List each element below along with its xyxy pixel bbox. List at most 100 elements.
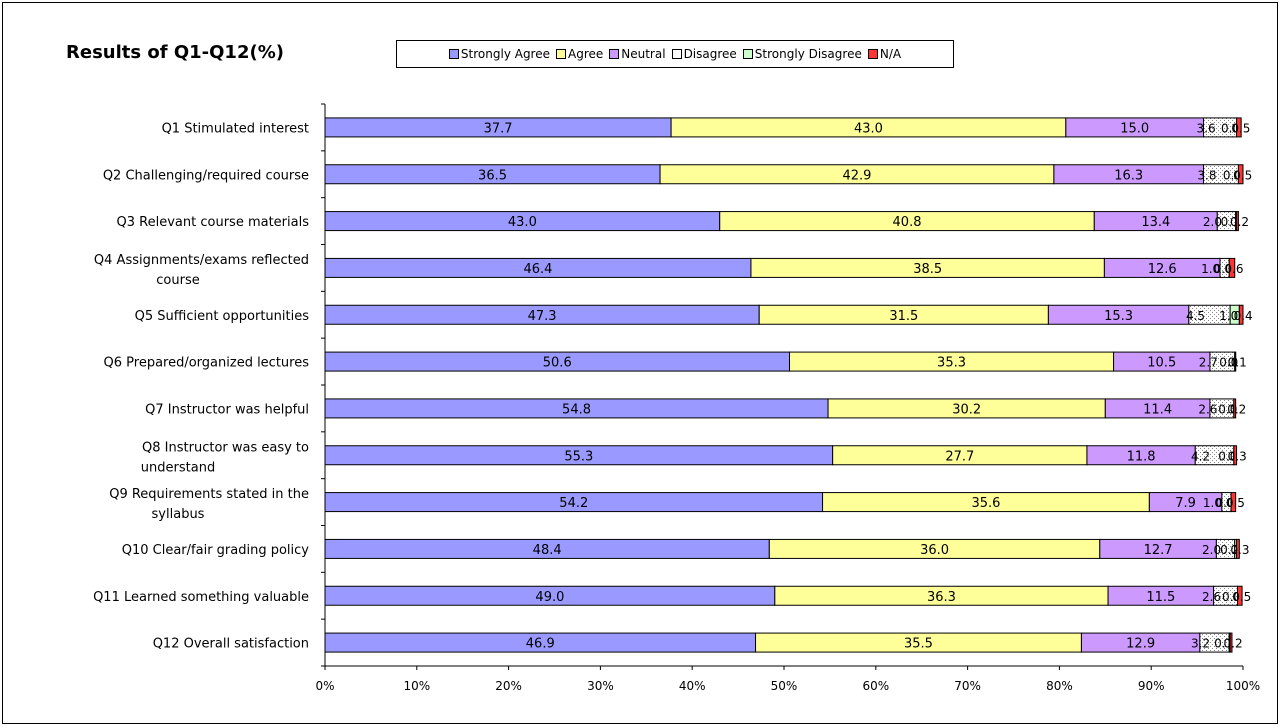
data-label-q8-agree: 27.7	[945, 449, 974, 464]
legend-label: Strongly Disagree	[754, 47, 862, 61]
data-label-q7-agree: 30.2	[952, 402, 981, 417]
data-label-q10-disagree: 2.0	[1202, 543, 1221, 557]
data-label-q11-strongly-agree: 49.0	[535, 590, 564, 605]
legend-swatch	[671, 49, 682, 59]
data-label-q10-agree: 36.0	[920, 543, 949, 558]
data-label-q12-strongly-agree: 46.9	[526, 637, 555, 652]
legend-item-agree: Agree	[556, 47, 603, 61]
data-label-q12-strongly-disagree: 0.1	[1214, 637, 1233, 651]
legend-label: Strongly Agree	[460, 47, 550, 61]
bar-q1-n-a	[1236, 117, 1242, 138]
x-tick-label: 20%	[495, 679, 522, 693]
data-label-q8-disagree: 4.2	[1191, 449, 1210, 463]
x-tick-label: 30%	[587, 679, 614, 693]
data-label-q6-strongly-agree: 50.6	[543, 356, 572, 371]
data-label-q6-agree: 35.3	[937, 356, 966, 371]
data-label-q4-disagree: 1.0	[1201, 262, 1220, 276]
data-label-q6-strongly-disagree: 0.0	[1219, 356, 1238, 370]
category-label-q12: Q12 Overall satisfaction	[153, 637, 309, 652]
category-label-q5: Q5 Sufficient opportunities	[135, 309, 310, 324]
data-label-q3-neutral: 13.4	[1141, 215, 1170, 230]
data-label-q1-n-a: 0.5	[1231, 121, 1250, 135]
legend-swatch	[867, 49, 878, 59]
data-label-q12-agree: 35.5	[904, 637, 933, 652]
data-label-q7-disagree: 2.6	[1198, 402, 1217, 416]
data-label-q3-disagree: 2.0	[1203, 215, 1222, 229]
category-label-q8: Q8 Instructor was easy to understand	[141, 440, 309, 475]
bar-q9-n-a	[1230, 492, 1237, 513]
data-label-q12-n-a: 0.2	[1224, 637, 1243, 651]
bar-q6-n-a	[1234, 351, 1237, 372]
bar-q10-n-a	[1236, 538, 1240, 559]
data-label-q7-n-a: 0.2	[1227, 402, 1246, 416]
data-label-q1-agree: 43.0	[854, 121, 883, 136]
data-label-q2-strongly-disagree: 0.0	[1223, 168, 1242, 182]
data-label-q6-n-a: 0.1	[1228, 356, 1247, 370]
data-label-q5-disagree: 4.5	[1186, 309, 1205, 323]
data-label-q4-strongly-agree: 46.4	[523, 262, 552, 277]
data-label-q11-strongly-disagree: 0.0	[1222, 590, 1241, 604]
data-label-q3-n-a: 0.2	[1230, 215, 1249, 229]
data-label-q10-neutral: 12.7	[1144, 543, 1173, 558]
data-label-q1-disagree: 3.6	[1197, 121, 1216, 135]
category-label-q6: Q6 Prepared/organized lectures	[104, 356, 310, 371]
category-label-q10: Q10 Clear/fair grading policy	[122, 543, 310, 558]
data-label-q9-neutral: 7.9	[1175, 496, 1196, 511]
data-label-q7-strongly-disagree: 0.0	[1218, 402, 1237, 416]
data-label-q12-neutral: 12.9	[1126, 637, 1155, 652]
data-label-q5-n-a: 0.4	[1234, 309, 1253, 323]
bar-q12-n-a	[1229, 632, 1233, 653]
data-label-q5-strongly-agree: 47.3	[528, 309, 557, 324]
data-label-q9-agree: 35.6	[971, 496, 1000, 511]
data-label-q11-agree: 36.3	[927, 590, 956, 605]
legend-item-neutral: Neutral	[609, 47, 666, 61]
data-label-q2-n-a: 0.5	[1233, 168, 1252, 182]
data-label-q11-neutral: 11.5	[1146, 590, 1175, 605]
data-label-q9-strongly-agree: 54.2	[559, 496, 588, 511]
data-label-q11-n-a: 0.5	[1232, 590, 1251, 604]
legend-item-strongly-disagree: Strongly Disagree	[742, 47, 862, 61]
data-label-q12-disagree: 3.2	[1191, 637, 1210, 651]
legend-label: N/A	[879, 47, 902, 61]
bar-q4-n-a	[1228, 257, 1236, 278]
x-tick-label: 90%	[1138, 679, 1165, 693]
bar-q2-n-a	[1237, 164, 1244, 185]
data-label-q7-strongly-agree: 54.8	[562, 402, 591, 417]
data-label-q4-strongly-disagree: 0.0	[1214, 262, 1233, 276]
legend-item-strongly-agree: Strongly Agree	[448, 47, 550, 61]
x-tick-label: 40%	[679, 679, 706, 693]
data-label-q3-strongly-disagree: 0.1	[1221, 215, 1240, 229]
data-label-q8-strongly-agree: 55.3	[564, 449, 593, 464]
data-label-q3-strongly-agree: 43.0	[508, 215, 537, 230]
x-tick-label: 50%	[771, 679, 798, 693]
chart-legend: Strongly Agree Agree Neutral Disagree St…	[396, 40, 954, 68]
data-label-q4-n-a: 0.6	[1224, 262, 1243, 276]
data-label-q9-n-a: 0.5	[1226, 496, 1245, 510]
data-label-q11-disagree: 2.6	[1202, 590, 1221, 604]
data-label-q2-strongly-agree: 36.5	[478, 168, 507, 183]
data-label-q1-neutral: 15.0	[1120, 121, 1149, 136]
legend-item-na: N/A	[867, 47, 902, 61]
legend-swatch	[448, 49, 459, 59]
category-label-q11: Q11 Learned something valuable	[93, 590, 309, 605]
legend-item-disagree: Disagree	[671, 47, 737, 61]
data-label-q4-agree: 38.5	[913, 262, 942, 277]
bar-q3-n-a	[1236, 211, 1239, 232]
bar-q7-n-a	[1233, 398, 1237, 419]
x-tick-label: 80%	[1046, 679, 1073, 693]
bar-q8-n-a	[1233, 445, 1238, 466]
data-label-q4-neutral: 12.6	[1148, 262, 1177, 277]
x-tick-label: 70%	[954, 679, 981, 693]
legend-label: Neutral	[621, 47, 666, 61]
data-label-q1-strongly-disagree: 0.0	[1221, 121, 1240, 135]
data-label-q10-strongly-agree: 48.4	[533, 543, 562, 558]
data-label-q5-neutral: 15.3	[1104, 309, 1133, 324]
data-label-q8-strongly-disagree: 0.0	[1218, 449, 1237, 463]
data-label-q2-agree: 42.9	[843, 168, 872, 183]
x-tick-label: 60%	[862, 679, 889, 693]
data-label-q2-neutral: 16.3	[1114, 168, 1143, 183]
data-label-q8-neutral: 11.8	[1127, 449, 1156, 464]
data-label-q9-disagree: 1.0	[1203, 496, 1222, 510]
data-label-q6-disagree: 2.7	[1199, 356, 1218, 370]
data-label-q8-n-a: 0.3	[1228, 449, 1247, 463]
